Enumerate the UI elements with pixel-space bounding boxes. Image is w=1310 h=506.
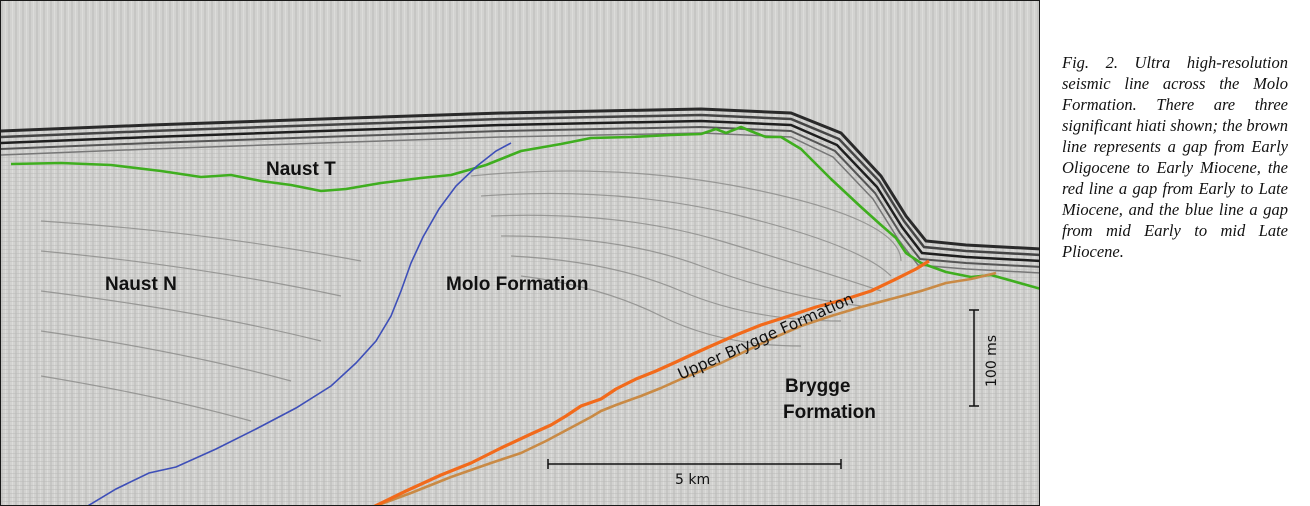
seabed-reflectors <box>1 107 1039 274</box>
label-formation: Formation <box>783 402 876 423</box>
clinoform-reflectors <box>40 170 902 422</box>
red-horizon-line <box>373 259 930 505</box>
horizontal-scale-label: 5 km <box>675 472 711 488</box>
label-brygge: Brygge <box>785 376 851 397</box>
green-horizon-line <box>10 125 1039 290</box>
seismic-image <box>1 1 1039 505</box>
blue-horizon-line <box>87 142 512 505</box>
vertical-scale-label: 100 ms <box>984 334 1000 387</box>
brown-horizon-line <box>374 271 997 505</box>
seismic-figure: Naust T Naust N Molo Formation Upper Bry… <box>0 0 1040 506</box>
label-naust-n: Naust N <box>105 274 177 295</box>
seismic-reflector-texture <box>1 141 1039 505</box>
vertical-scale-bar <box>969 309 979 407</box>
horizontal-scale-bar <box>547 459 842 469</box>
label-molo-formation: Molo Formation <box>446 274 589 295</box>
label-naust-t: Naust T <box>266 159 336 180</box>
figure-caption: Fig. 2. Ultra high-resolution seismic li… <box>1062 53 1288 261</box>
